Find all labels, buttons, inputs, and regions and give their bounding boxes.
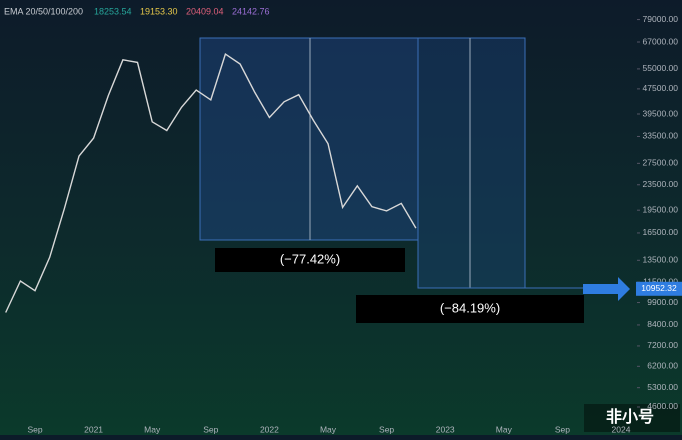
y-tick-label: 4600.00 <box>647 401 678 411</box>
x-tick-label: Sep <box>27 424 42 434</box>
x-tick-label: May <box>144 424 161 434</box>
x-tick-label: 2021 <box>84 424 103 434</box>
x-tick-label: 2022 <box>260 424 279 434</box>
y-tick-label: 16500.00 <box>643 227 679 237</box>
measure-box <box>417 37 526 289</box>
legend-value: 19153.30 <box>140 6 178 16</box>
arrow <box>583 277 630 301</box>
y-tick-label: 11500.00 <box>643 276 678 286</box>
plot <box>5 52 417 313</box>
x-tick-label: Sep <box>203 424 218 434</box>
y-tick-label: 79000.00 <box>643 14 679 24</box>
legend-title: EMA 20/50/100/200 <box>4 6 83 16</box>
legend-value: 20409.04 <box>186 6 224 16</box>
y-tick-label: 6200.00 <box>647 361 678 371</box>
y-tick-label: 33500.00 <box>643 131 679 141</box>
measure-box <box>199 37 419 241</box>
y-tick-label: 67000.00 <box>643 36 679 46</box>
y-tick-label: 13500.00 <box>643 255 679 265</box>
watermark: 非小号 <box>606 407 654 426</box>
annotation-box <box>215 248 405 272</box>
y-tick-label: 27500.00 <box>643 158 679 168</box>
x-tick-label: 2024 <box>612 424 631 434</box>
x-tick-label: Sep <box>555 424 570 434</box>
y-tick-label: 23500.00 <box>643 179 679 189</box>
annotation: (−77.42%) <box>280 251 340 266</box>
y-tick-label: 47500.00 <box>643 83 679 93</box>
y-tick-label: 5300.00 <box>647 382 678 392</box>
y-tick-label: 9900.00 <box>647 297 678 307</box>
y-tick-label: 19500.00 <box>643 204 679 214</box>
x-tick-label: May <box>496 424 513 434</box>
annotation: (−84.19%) <box>440 300 500 315</box>
legend-value: 18253.54 <box>94 6 132 16</box>
x-tick-label: Sep <box>379 424 394 434</box>
annotation-box <box>356 295 584 323</box>
y-tick-label: 8400.00 <box>647 319 678 329</box>
y-tick-label: 7200.00 <box>647 340 678 350</box>
watermark-box <box>584 404 680 432</box>
price-marker-label: 10952.32 <box>641 283 677 293</box>
y-tick-label: 39500.00 <box>643 108 679 118</box>
x-tick-label: May <box>320 424 337 434</box>
price-marker <box>636 281 682 296</box>
legend-value: 24142.76 <box>232 6 270 16</box>
price-line <box>5 52 417 313</box>
y-tick-label: 55000.00 <box>643 63 679 73</box>
x-tick-label: 2023 <box>436 424 455 434</box>
